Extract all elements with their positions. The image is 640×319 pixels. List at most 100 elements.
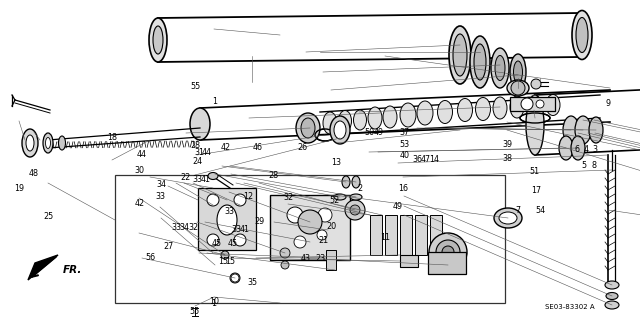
Bar bbox=[326, 250, 336, 270]
Bar bbox=[510, 97, 555, 111]
Text: 51: 51 bbox=[529, 167, 540, 176]
Text: 49: 49 bbox=[373, 128, 383, 137]
Circle shape bbox=[511, 81, 525, 95]
Text: 18: 18 bbox=[107, 133, 117, 142]
Ellipse shape bbox=[334, 121, 346, 139]
Ellipse shape bbox=[438, 100, 452, 123]
Ellipse shape bbox=[493, 97, 507, 119]
Ellipse shape bbox=[449, 26, 471, 84]
Ellipse shape bbox=[442, 246, 454, 258]
Ellipse shape bbox=[559, 136, 573, 160]
Circle shape bbox=[536, 100, 544, 108]
Ellipse shape bbox=[605, 281, 619, 289]
Text: 1: 1 bbox=[211, 299, 216, 308]
Ellipse shape bbox=[510, 54, 526, 90]
Ellipse shape bbox=[453, 34, 467, 76]
Text: 47: 47 bbox=[420, 155, 431, 164]
Ellipse shape bbox=[400, 103, 416, 127]
Text: 6: 6 bbox=[575, 145, 580, 154]
Text: 34: 34 bbox=[179, 223, 189, 232]
Circle shape bbox=[234, 234, 246, 246]
Text: 26: 26 bbox=[297, 143, 307, 152]
Bar bbox=[370, 215, 382, 255]
Text: 33: 33 bbox=[192, 175, 202, 184]
Text: 42: 42 bbox=[220, 143, 230, 152]
Bar bbox=[400, 255, 418, 267]
Text: 48: 48 bbox=[29, 169, 39, 178]
Text: 33: 33 bbox=[224, 207, 234, 216]
Text: 56: 56 bbox=[145, 253, 156, 262]
Ellipse shape bbox=[22, 129, 38, 157]
Ellipse shape bbox=[576, 18, 588, 53]
Circle shape bbox=[294, 236, 306, 248]
Bar bbox=[400, 215, 412, 255]
Circle shape bbox=[281, 261, 289, 269]
Text: 4: 4 bbox=[584, 145, 589, 154]
Ellipse shape bbox=[589, 117, 603, 143]
Ellipse shape bbox=[495, 56, 505, 80]
Text: 49: 49 bbox=[393, 202, 403, 211]
Text: 19: 19 bbox=[14, 184, 24, 193]
Ellipse shape bbox=[429, 233, 467, 271]
Circle shape bbox=[345, 200, 365, 220]
Text: 9: 9 bbox=[605, 99, 611, 108]
Text: 33: 33 bbox=[155, 192, 165, 201]
Text: 55: 55 bbox=[190, 82, 200, 91]
Text: 24: 24 bbox=[192, 157, 202, 166]
Ellipse shape bbox=[230, 273, 240, 283]
Ellipse shape bbox=[149, 18, 167, 62]
Ellipse shape bbox=[513, 61, 522, 83]
Text: 14: 14 bbox=[429, 155, 439, 164]
Text: SE03-83302 A: SE03-83302 A bbox=[545, 304, 595, 310]
Ellipse shape bbox=[339, 110, 351, 131]
Text: 40: 40 bbox=[399, 151, 410, 160]
Text: 53: 53 bbox=[399, 140, 410, 149]
Ellipse shape bbox=[301, 118, 315, 138]
Text: 22: 22 bbox=[180, 173, 191, 182]
Ellipse shape bbox=[606, 293, 618, 300]
Text: 30: 30 bbox=[134, 166, 145, 175]
Text: 34: 34 bbox=[156, 180, 166, 189]
Ellipse shape bbox=[58, 136, 65, 150]
Text: 45: 45 bbox=[211, 239, 221, 248]
Text: 46: 46 bbox=[252, 143, 262, 152]
Text: 23: 23 bbox=[190, 141, 200, 150]
Circle shape bbox=[350, 205, 360, 215]
Ellipse shape bbox=[323, 112, 337, 134]
Text: 37: 37 bbox=[399, 128, 410, 137]
Circle shape bbox=[317, 230, 327, 240]
Ellipse shape bbox=[476, 98, 490, 121]
Text: 25: 25 bbox=[43, 212, 53, 221]
Ellipse shape bbox=[528, 95, 542, 116]
Text: 12: 12 bbox=[243, 192, 253, 201]
Circle shape bbox=[531, 79, 541, 89]
Ellipse shape bbox=[494, 208, 522, 228]
Circle shape bbox=[231, 274, 239, 282]
Bar bbox=[430, 215, 442, 255]
Ellipse shape bbox=[571, 136, 585, 160]
Text: 8: 8 bbox=[591, 161, 596, 170]
Ellipse shape bbox=[26, 135, 34, 151]
Text: 16: 16 bbox=[398, 184, 408, 193]
Text: 28: 28 bbox=[269, 171, 279, 180]
Ellipse shape bbox=[417, 101, 433, 125]
Text: 44: 44 bbox=[202, 148, 212, 157]
Text: 33: 33 bbox=[171, 223, 181, 232]
Text: 52: 52 bbox=[330, 196, 340, 205]
Ellipse shape bbox=[350, 194, 362, 200]
Bar bbox=[428, 252, 466, 274]
Ellipse shape bbox=[499, 212, 517, 224]
Ellipse shape bbox=[436, 240, 460, 264]
Ellipse shape bbox=[526, 95, 544, 155]
Bar bbox=[415, 215, 427, 255]
Text: 55: 55 bbox=[190, 307, 200, 315]
Ellipse shape bbox=[491, 48, 509, 88]
Bar bbox=[385, 215, 397, 255]
Text: 38: 38 bbox=[502, 154, 513, 163]
Ellipse shape bbox=[352, 176, 360, 188]
Ellipse shape bbox=[470, 36, 490, 88]
Text: 32: 32 bbox=[283, 193, 293, 202]
Text: 43: 43 bbox=[301, 254, 311, 263]
Text: 27: 27 bbox=[163, 242, 173, 251]
Ellipse shape bbox=[208, 173, 218, 180]
